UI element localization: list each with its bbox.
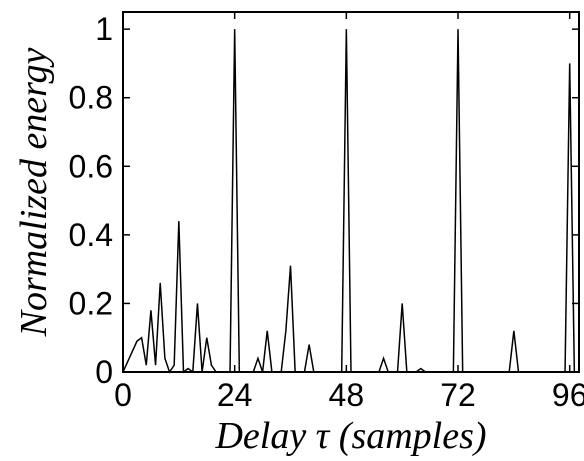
x-tick-label: 96 bbox=[552, 377, 584, 413]
energy-series-line bbox=[122, 29, 576, 374]
x-tick-label: 0 bbox=[114, 377, 132, 413]
y-tick-label: 1 bbox=[95, 11, 113, 47]
y-tick-label: 0 bbox=[95, 354, 113, 390]
y-tick-label: 0.4 bbox=[69, 217, 113, 253]
x-axis-label: Delay τ (samples) bbox=[214, 415, 486, 457]
x-tick-label: 72 bbox=[440, 377, 476, 413]
x-tick-label: 48 bbox=[329, 377, 365, 413]
y-tick-label: 0.6 bbox=[69, 148, 113, 184]
y-axis-label: Normalized energy bbox=[13, 47, 55, 337]
axis-ticks bbox=[122, 12, 579, 373]
axis-tick-labels: 0 24 48 72 96 0 0.2 0.4 0.6 0.8 1 bbox=[69, 11, 584, 413]
y-tick-label: 0.8 bbox=[69, 80, 113, 116]
x-tick-label: 24 bbox=[217, 377, 253, 413]
y-tick-label: 0.2 bbox=[69, 285, 113, 321]
